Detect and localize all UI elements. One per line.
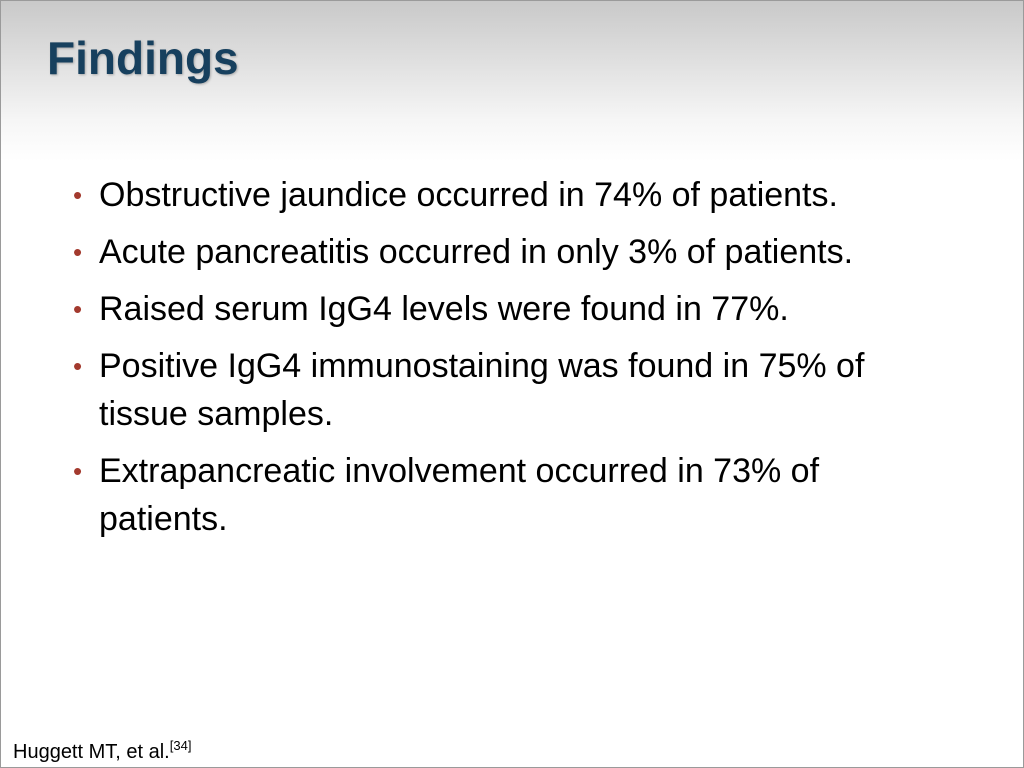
citation-text: Huggett MT, et al. — [13, 741, 170, 763]
bullet-item: Raised serum IgG4 levels were found in 7… — [73, 285, 914, 333]
slide-title: Findings — [47, 32, 239, 84]
bullet-list: Obstructive jaundice occurred in 74% of … — [73, 171, 914, 552]
header-band: Findings — [1, 1, 1023, 161]
citation: Huggett MT, et al.[34] — [13, 738, 191, 764]
bullet-item: Obstructive jaundice occurred in 74% of … — [73, 171, 914, 219]
bullet-item: Acute pancreatitis occurred in only 3% o… — [73, 228, 914, 276]
bullet-item: Extrapancreatic involvement occurred in … — [73, 447, 914, 543]
citation-reference: [34] — [169, 738, 192, 753]
bullet-item: Positive IgG4 immunostaining was found i… — [73, 342, 914, 438]
